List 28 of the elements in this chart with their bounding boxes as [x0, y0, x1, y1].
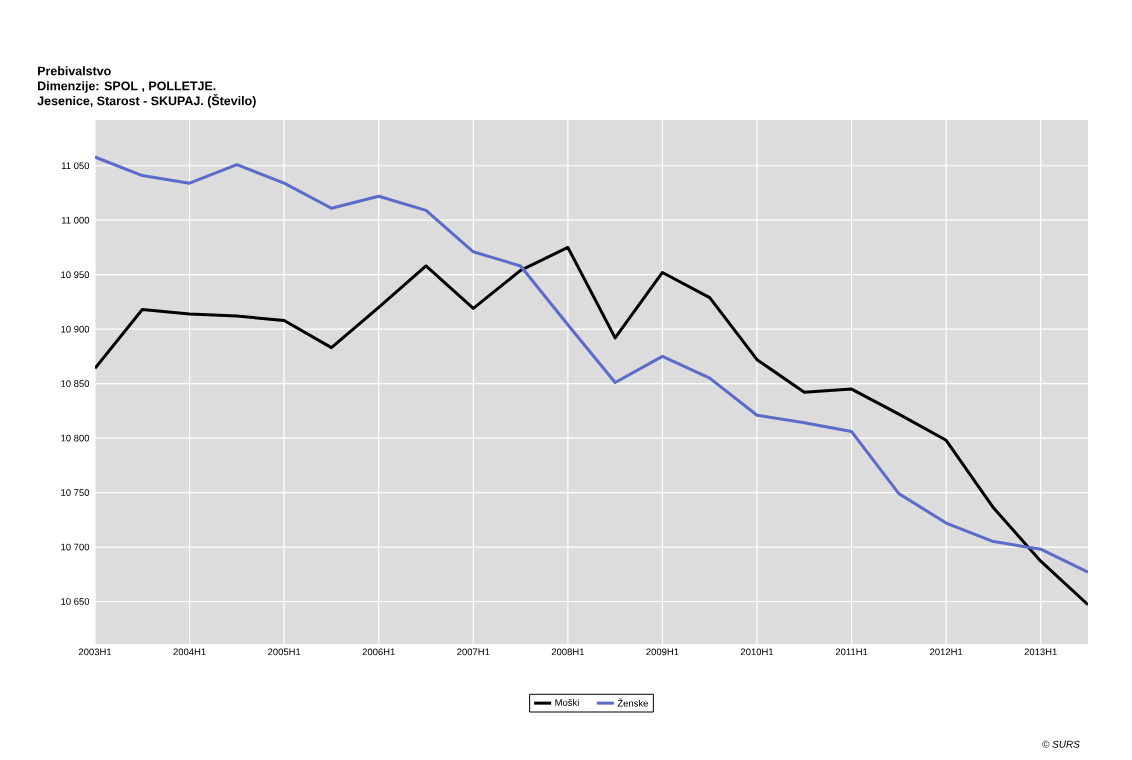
- x-tick-label: 2008H1: [551, 648, 584, 656]
- legend-label: Moški: [555, 698, 579, 706]
- chart-subtitle: Dimenzije: SPOL , POLLETJE.: [38, 81, 216, 93]
- x-tick-label: 2013H1: [1024, 648, 1057, 656]
- y-tick-label: 10 800: [61, 434, 90, 442]
- line-series: [95, 245, 1089, 607]
- y-tick-label: 10 950: [61, 271, 90, 279]
- x-tick-label: 2006H1: [362, 648, 395, 656]
- x-tick-label: 2012H1: [930, 648, 963, 656]
- x-tick-label: 2010H1: [740, 648, 774, 656]
- x-tick-label: 2005H1: [268, 648, 301, 656]
- y-tick-label: 11 000: [61, 216, 90, 224]
- x-tick-label: 2003H1: [78, 648, 112, 656]
- y-tick-label: 10 900: [61, 325, 90, 333]
- x-tick-label: 2009H1: [646, 648, 679, 656]
- y-tick-label: 10 850: [61, 380, 90, 387]
- x-tick-label: 2004H1: [173, 648, 206, 656]
- x-tick-label: 2011H1: [835, 648, 868, 656]
- y-tick-label: 10 700: [61, 543, 90, 551]
- chart-title: Prebivalstvo: [38, 66, 111, 76]
- x-tick-label: 2007H1: [457, 648, 490, 656]
- y-tick-label: 10 650: [61, 598, 90, 605]
- y-tick-label: 10 750: [61, 489, 90, 496]
- text: Jesenice, Starost - SKUPAJ. (Število): [37, 93, 256, 108]
- line-series: [95, 155, 1089, 574]
- legend-label: Ženske: [617, 698, 648, 707]
- text: © SURS: [1042, 740, 1080, 748]
- y-tick-label: 11 050: [61, 162, 90, 170]
